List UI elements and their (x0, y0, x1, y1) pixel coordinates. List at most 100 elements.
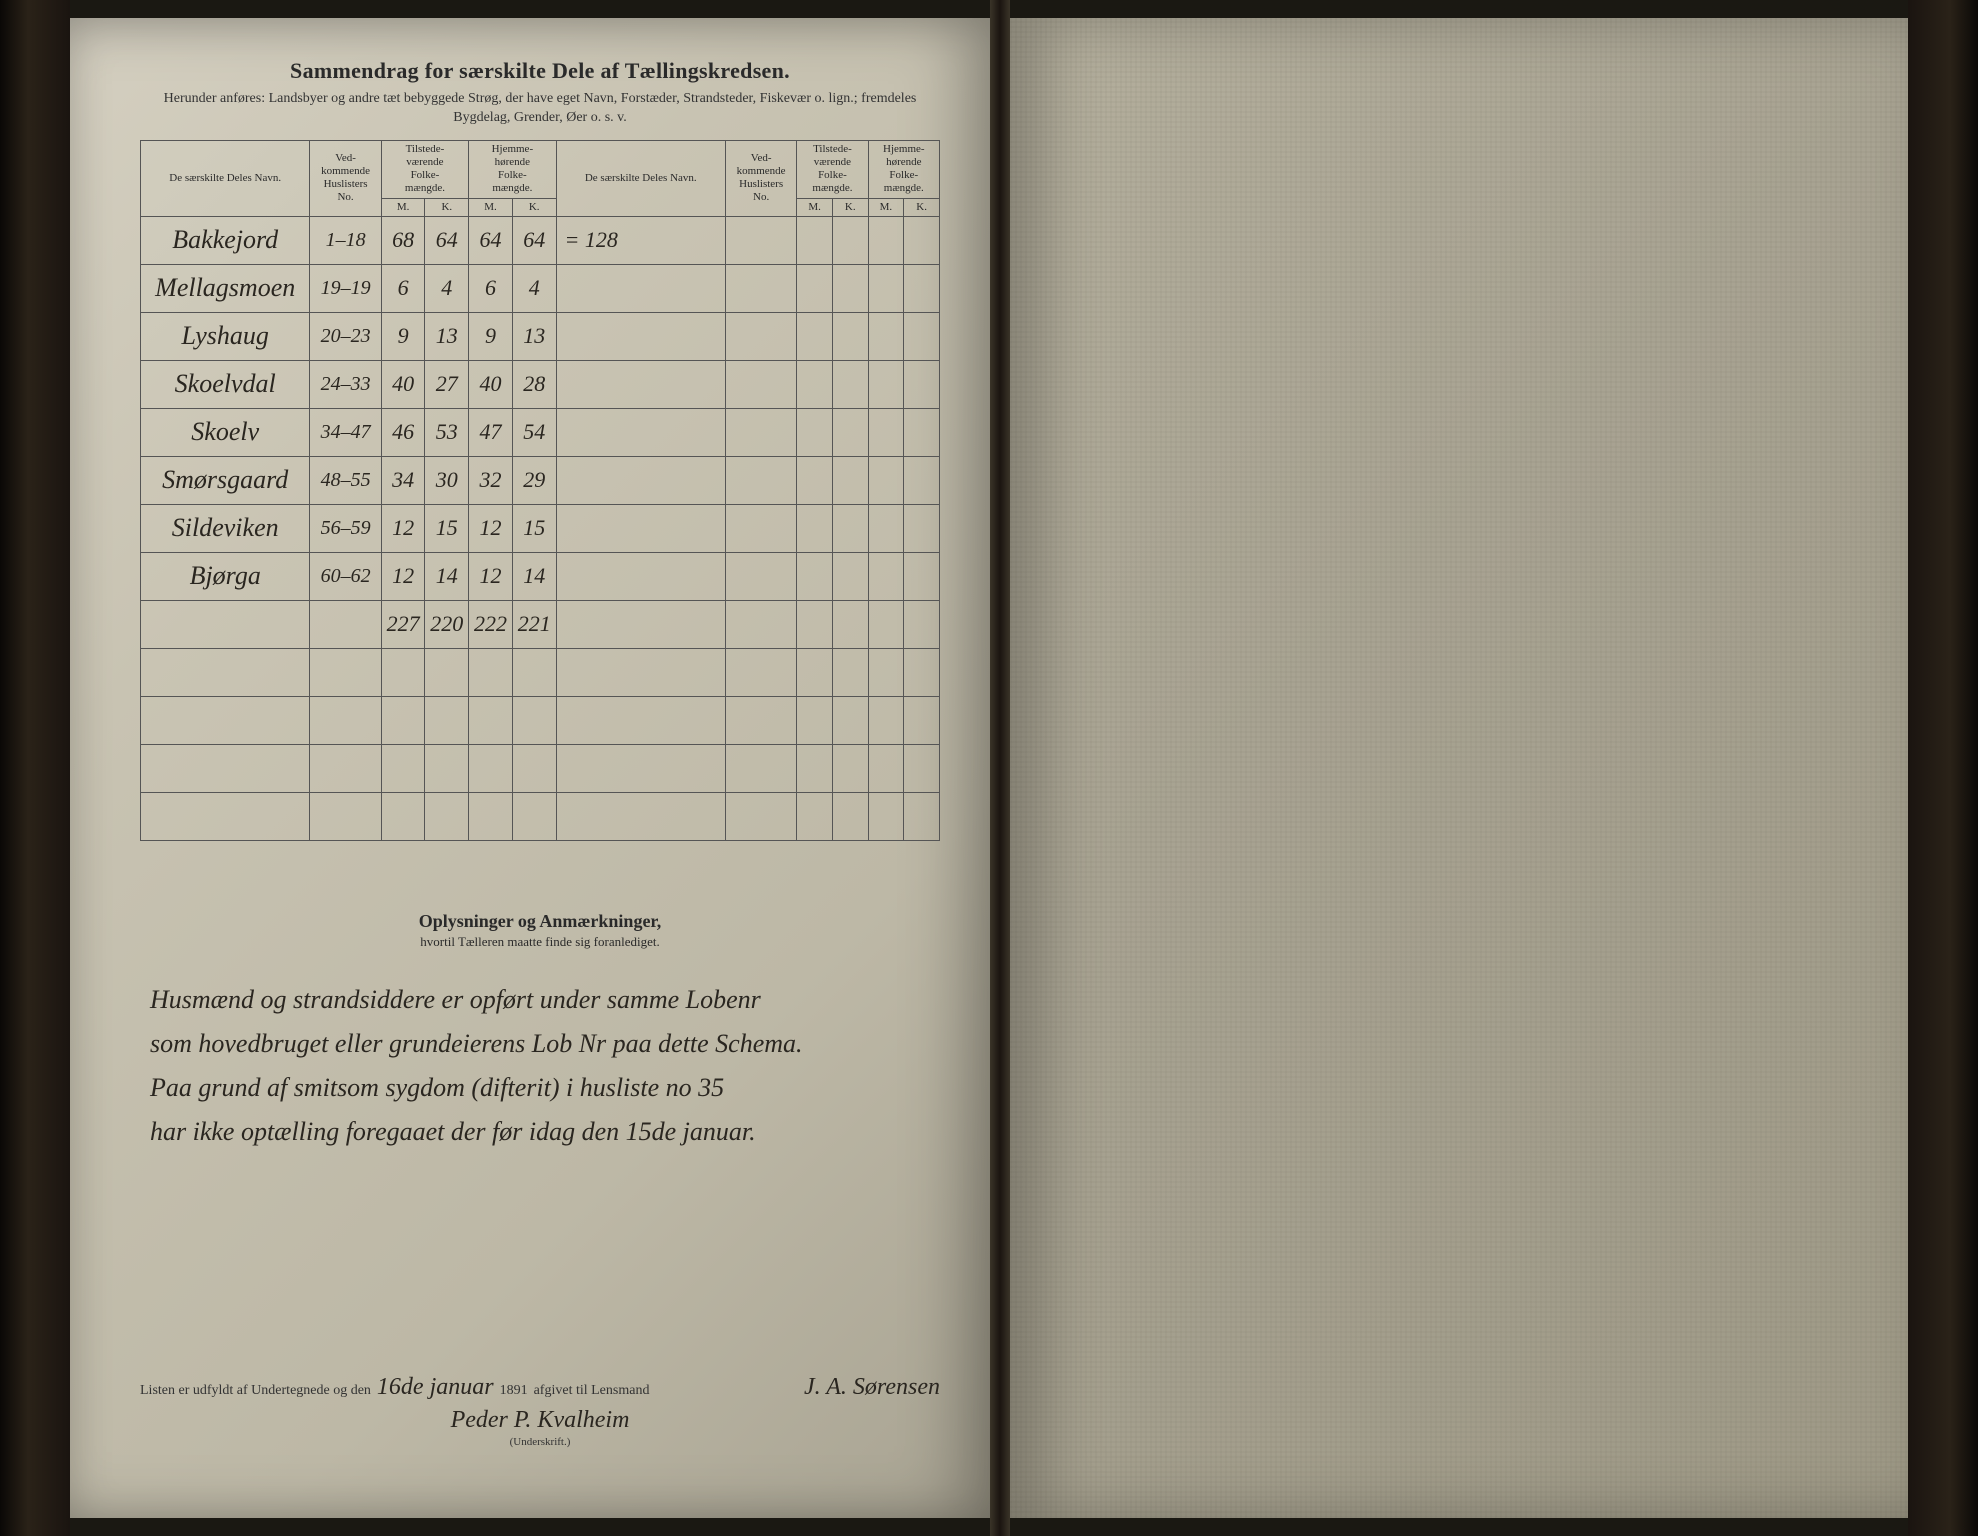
cell-empty (556, 744, 725, 792)
cell-empty (904, 648, 940, 696)
cell-empty (425, 792, 469, 840)
col-tilstede-2: Tilstede- værende Folke- mængde. (797, 140, 868, 198)
col-k: K. (512, 198, 556, 216)
col-m: M. (797, 198, 833, 216)
cell-empty (832, 744, 868, 792)
cell-hm: 9 (469, 312, 513, 360)
cell-empty (310, 648, 381, 696)
cell-empty (832, 360, 868, 408)
remarks-subtitle: hvortil Tælleren maatte finde sig foranl… (140, 934, 940, 950)
cell-empty (141, 696, 310, 744)
footer-month: januar (430, 1374, 494, 1401)
cell-hm: 6 (469, 264, 513, 312)
cell-hus: 20–23 (310, 312, 381, 360)
cell-empty (725, 600, 796, 648)
cell-empty (868, 744, 904, 792)
cell-hm: 47 (469, 408, 513, 456)
col-hjemme: Hjemme- hørende Folke- mængde. (469, 140, 556, 198)
cell-hus: 48–55 (310, 456, 381, 504)
col-name: De særskilte Deles Navn. (141, 140, 310, 216)
remarks-line: Husmænd og strandsiddere er opført under… (150, 978, 930, 1022)
col-k: K. (425, 198, 469, 216)
cell-empty (381, 744, 425, 792)
cell-hk: 15 (512, 504, 556, 552)
cell-empty (797, 408, 833, 456)
cell-empty (469, 696, 513, 744)
table-row-blank (141, 648, 940, 696)
cell-empty (425, 744, 469, 792)
cell-empty (725, 696, 796, 744)
col-huslister-2: Ved- kommende Huslisters No. (725, 140, 796, 216)
cell-name: Smørsgaard (141, 456, 310, 504)
cell-empty (725, 312, 796, 360)
cell-empty (832, 456, 868, 504)
signature-line-2: Peder P. Kvalheim (140, 1407, 940, 1434)
cell-hus: 1–18 (310, 216, 381, 264)
table-row: Bjørga60–6212141214 (141, 552, 940, 600)
cell-empty (868, 696, 904, 744)
col-m: M. (381, 198, 425, 216)
signature-2: Peder P. Kvalheim (451, 1407, 630, 1433)
totals-row: 227220222221 (141, 600, 940, 648)
cell-empty (725, 792, 796, 840)
cell-empty (725, 456, 796, 504)
cell-hus: 19–19 (310, 264, 381, 312)
cell-empty (381, 696, 425, 744)
footer-prefix: Listen er udfyldt af Undertegnede og den (140, 1383, 371, 1399)
cell-name: Mellagsmoen (141, 264, 310, 312)
table-row: Mellagsmoen19–196464 (141, 264, 940, 312)
cell-empty (904, 696, 940, 744)
cell-empty (310, 696, 381, 744)
cell-hk: 4 (512, 264, 556, 312)
footer-day: 16de (377, 1374, 424, 1401)
table-body: Bakkejord1–1868646464= 128Mellagsmoen19–… (141, 216, 940, 840)
remarks-body: Husmænd og strandsiddere er opført under… (140, 978, 940, 1155)
cell-empty (381, 648, 425, 696)
cell-empty (797, 696, 833, 744)
cell-empty (512, 792, 556, 840)
cell-note (556, 456, 725, 504)
remarks-line: som hovedbruget eller grundeierens Lob N… (150, 1022, 930, 1066)
cell-empty (310, 600, 381, 648)
footer-line: Listen er udfyldt af Undertegnede og den… (140, 1374, 940, 1401)
col-huslister: Ved- kommende Huslisters No. (310, 140, 381, 216)
cell-tk: 13 (425, 312, 469, 360)
cell-empty (425, 648, 469, 696)
cell-empty (904, 600, 940, 648)
remarks-line: har ikke optælling foregaaet der før ida… (150, 1110, 930, 1154)
cell-hk: 29 (512, 456, 556, 504)
cell-empty (512, 648, 556, 696)
cell-hm: 64 (469, 216, 513, 264)
cell-empty (725, 552, 796, 600)
total-hk: 221 (512, 600, 556, 648)
cell-empty (725, 360, 796, 408)
cell-name: Sildeviken (141, 504, 310, 552)
cell-empty (725, 408, 796, 456)
cell-hm: 40 (469, 360, 513, 408)
cell-tm: 34 (381, 456, 425, 504)
cell-empty (141, 600, 310, 648)
remarks-title: Oplysninger og Anmærkninger, (140, 911, 940, 932)
cell-hm: 12 (469, 504, 513, 552)
cell-empty (797, 264, 833, 312)
col-name-2: De særskilte Deles Navn. (556, 140, 725, 216)
cell-empty (832, 264, 868, 312)
cell-empty (832, 552, 868, 600)
cell-empty (556, 600, 725, 648)
cell-note (556, 264, 725, 312)
left-page: Sammendrag for særskilte Dele af Tælling… (70, 18, 990, 1518)
cell-empty (797, 504, 833, 552)
cell-empty (725, 744, 796, 792)
cell-empty (797, 552, 833, 600)
cell-empty (141, 792, 310, 840)
cell-empty (141, 648, 310, 696)
cell-empty (469, 648, 513, 696)
cell-hus: 56–59 (310, 504, 381, 552)
table-row: Bakkejord1–1868646464= 128 (141, 216, 940, 264)
cell-hm: 12 (469, 552, 513, 600)
cell-empty (797, 744, 833, 792)
census-table: De særskilte Deles Navn. Ved- kommende H… (140, 140, 940, 841)
cell-tk: 15 (425, 504, 469, 552)
cell-empty (904, 264, 940, 312)
table-row: Lyshaug20–23913913 (141, 312, 940, 360)
